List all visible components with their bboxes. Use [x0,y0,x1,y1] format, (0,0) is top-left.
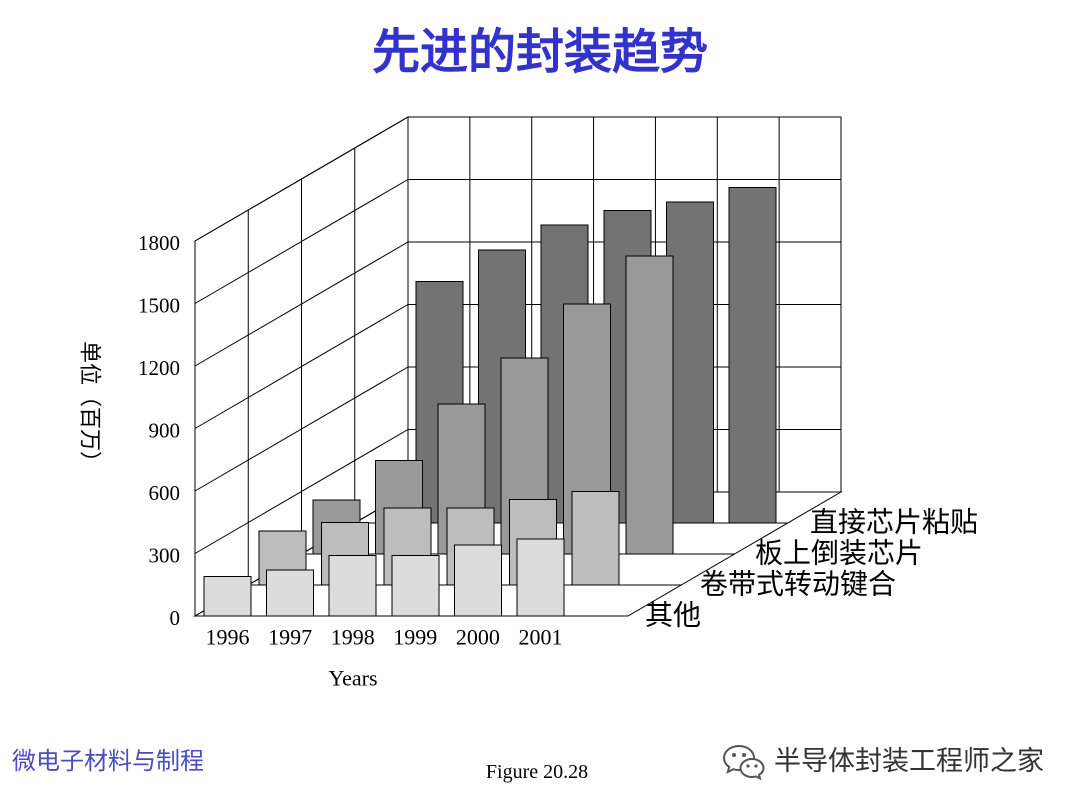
gridline-horizontal [194,179,841,304]
chart-labels: Years 单位（百万） 0 300 600 900 1200 1500 1800 直接芯片粘… [78,231,979,691]
y-tick-label: 900 [149,419,181,443]
footer-left: 微电子材料与制程 [12,749,204,775]
bar-3-1999 [391,555,440,617]
gridline-horizontal [194,116,841,242]
bar-2-2001 [571,490,620,586]
x-tick-label: 1996 [206,625,250,650]
x-tick-label: 2001 [519,625,563,650]
wechat-icon-small-bubble [739,757,765,781]
bar-3-1997 [266,569,315,617]
series-label: 直接芯片粘贴 [810,507,978,539]
y-axis-title: 单位（百万） [78,341,103,473]
chart-bars [203,187,777,617]
wechat-icon-eye [746,764,750,768]
y-tick-label: 0 [170,606,181,630]
y-tick-label: 600 [149,481,181,505]
watermark-text: 半导体封装工程师之家 [774,746,1044,777]
bar-3-1998 [328,555,377,617]
wechat-icon-eye [754,764,758,768]
wechat-icon-eye [742,753,746,757]
series-label: 其他 [645,600,701,632]
bar-3-2001 [516,538,565,617]
bar-3-2000 [453,544,502,617]
y-tick-label: 300 [149,544,181,568]
slide-title: 先进的封装趋势 [371,24,708,80]
bar-0-2000 [665,201,714,524]
y-tick-label: 1800 [138,231,180,255]
series-label: 卷带式转动键合 [700,569,896,601]
bar-3-1996 [203,575,252,617]
y-tick-label: 1200 [138,356,180,380]
x-tick-label: 1998 [331,625,375,650]
x-tick-label: 1997 [268,625,312,650]
bar-0-2001 [728,187,777,524]
figure-caption: Figure 20.28 [485,761,589,783]
series-label: 板上倒装芯片 [755,538,923,570]
chart: Years 单位（百万） 0 300 600 900 1200 1500 1800 直接芯片粘… [78,116,979,691]
x-axis-title: Years [328,666,377,691]
wechat-icon-eye [732,753,736,757]
y-tick-label: 1500 [138,294,180,318]
x-tick-label: 1999 [393,625,437,650]
x-tick-label: 2000 [456,625,500,650]
watermark: 半导体封装工程师之家 [722,742,1044,782]
bar-1-2001 [625,255,674,555]
wechat-icon [722,744,765,781]
